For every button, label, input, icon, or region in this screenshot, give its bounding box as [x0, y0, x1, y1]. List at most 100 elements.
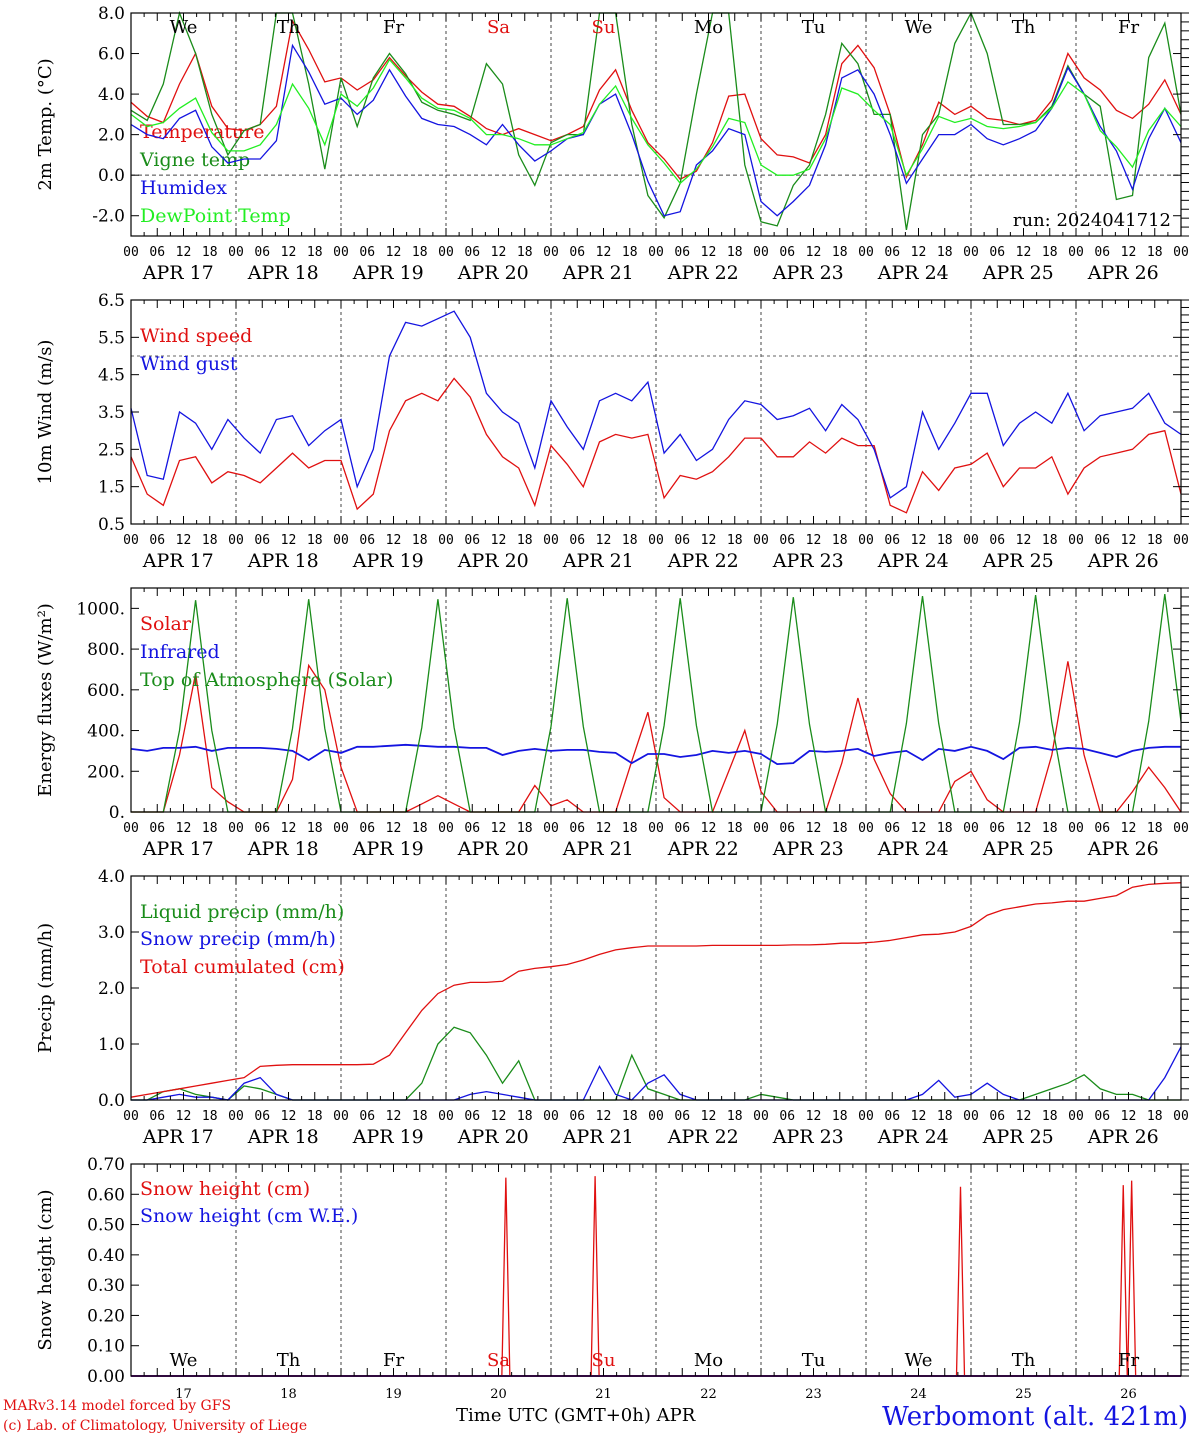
hour-label: 18	[517, 1109, 533, 1124]
hour-label: 12	[701, 821, 717, 836]
y-tick-label: 4.0	[98, 867, 125, 887]
hour-label: 18	[832, 1109, 848, 1124]
hour-label: 12	[1016, 821, 1032, 836]
hour-label: 12	[281, 821, 297, 836]
hour-label: 00	[123, 245, 139, 260]
y-tick-label: 0.5	[98, 515, 125, 535]
y-tick-label: 1.0	[98, 1035, 125, 1055]
date-label: APR 23	[772, 1126, 844, 1148]
day-number: 19	[385, 1387, 402, 1402]
plot-frame	[130, 299, 1182, 525]
hour-label: 18	[1042, 821, 1058, 836]
date-label: APR 25	[982, 1126, 1054, 1148]
hour-label: 00	[858, 1109, 874, 1124]
hour-label: 18	[412, 533, 428, 548]
day-name: Th	[1012, 1350, 1036, 1371]
hour-label: 12	[1016, 245, 1032, 260]
y-tick-label: 5.5	[98, 328, 125, 348]
series-line-2	[131, 594, 1182, 813]
hour-label: 18	[622, 533, 638, 548]
legend-entry: Vigne temp	[139, 149, 250, 171]
hour-label: 18	[727, 821, 743, 836]
hour-label: 00	[858, 245, 874, 260]
y-tick-label: 0.50	[87, 1216, 125, 1236]
hour-label: 00	[1173, 245, 1189, 260]
y-tick-label: 1000.	[76, 599, 125, 619]
legend-entry: Wind speed	[140, 325, 252, 347]
y-axis-label: 10m Wind (m/s)	[35, 340, 56, 485]
day-name: Fr	[383, 17, 404, 38]
hour-label: 06	[674, 245, 690, 260]
y-tick-label: 400.	[87, 722, 125, 742]
hour-label: 18	[727, 1109, 743, 1124]
series-line-0	[130, 19, 1182, 181]
y-tick-label: 2.0	[98, 126, 125, 146]
legend-entry: Temperature	[140, 121, 264, 143]
hour-label: 12	[1121, 1109, 1137, 1124]
date-label: APR 26	[1087, 550, 1159, 572]
hour-label: 18	[937, 533, 953, 548]
y-tick-label: 0.40	[87, 1246, 125, 1266]
hour-label: 06	[779, 821, 795, 836]
hour-label: 06	[464, 245, 480, 260]
hour-label: 00	[1173, 1109, 1189, 1124]
date-label: APR 22	[667, 550, 739, 572]
date-label: APR 21	[562, 838, 634, 860]
series-line-1	[130, 10, 1182, 231]
date-label: APR 17	[142, 1126, 214, 1148]
hour-label: 18	[202, 245, 218, 260]
snow-spike	[1127, 1180, 1137, 1377]
y-tick-label: 3.5	[98, 403, 125, 423]
hour-label: 12	[491, 533, 507, 548]
hour-label: 12	[911, 821, 927, 836]
y-tick-label: 0.10	[87, 1337, 125, 1357]
hour-label: 06	[1094, 533, 1110, 548]
hour-label: 18	[1042, 245, 1058, 260]
y-tick-label: 1.5	[98, 478, 125, 498]
hour-label: 06	[989, 245, 1005, 260]
date-label: APR 18	[247, 838, 319, 860]
date-label: APR 25	[982, 550, 1054, 572]
hour-label: 12	[491, 821, 507, 836]
hour-label: 18	[937, 1109, 953, 1124]
hour-label: 00	[228, 533, 244, 548]
panel-temperature: Temperature Vigne temp Humidex DewPoint Tem…	[35, 4, 1189, 284]
legend-entry: Snow height (cm)	[140, 1178, 310, 1200]
day-name: Tu	[802, 1350, 826, 1371]
legend-entry: Snow precip (mm/h)	[140, 928, 336, 950]
hour-label: 00	[123, 533, 139, 548]
day-number: 21	[595, 1387, 612, 1402]
hour-label: 06	[1094, 245, 1110, 260]
legend-entry: Top of Atmosphere (Solar)	[140, 669, 393, 691]
date-label: APR 20	[457, 262, 529, 284]
y-tick-label: 0.60	[87, 1185, 125, 1205]
date-label: APR 26	[1087, 262, 1159, 284]
y-tick-label: 4.0	[98, 85, 125, 105]
day-name: Su	[592, 1350, 616, 1371]
hour-label: 12	[386, 821, 402, 836]
snow-spike	[501, 1177, 511, 1377]
hour-label: 00	[1068, 245, 1084, 260]
hour-label: 18	[307, 1109, 323, 1124]
y-tick-label: 0.0	[98, 1091, 125, 1111]
hour-label: 18	[622, 245, 638, 260]
day-name: Fr	[1118, 1350, 1139, 1371]
date-label: APR 23	[772, 550, 844, 572]
hour-label: 06	[674, 821, 690, 836]
date-label: APR 20	[457, 550, 529, 572]
hour-label: 00	[438, 533, 454, 548]
hour-label: 00	[753, 533, 769, 548]
y-tick-label: -2.0	[92, 207, 125, 227]
hour-label: 06	[779, 533, 795, 548]
hour-label: 06	[884, 533, 900, 548]
y-axis-label: Energy fluxes (W/m²)	[35, 603, 56, 797]
date-label: APR 21	[562, 550, 634, 572]
y-tick-label: 0.20	[87, 1306, 125, 1326]
hour-label: 00	[543, 1109, 559, 1124]
day-name: Fr	[1118, 17, 1139, 38]
legend-entry: Humidex	[140, 177, 227, 199]
hour-label: 12	[701, 533, 717, 548]
date-label: APR 22	[667, 838, 739, 860]
date-label: APR 18	[247, 1126, 319, 1148]
hour-label: 18	[307, 821, 323, 836]
